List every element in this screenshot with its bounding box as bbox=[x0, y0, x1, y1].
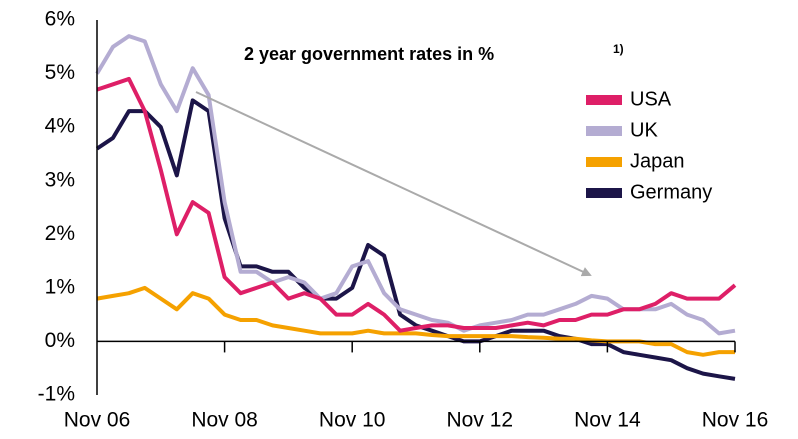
series-line bbox=[96, 76, 737, 333]
x-tick-label: Nov 12 bbox=[447, 409, 514, 432]
title-footnote: 1) bbox=[613, 42, 624, 56]
x-tick-label: Nov 06 bbox=[64, 409, 131, 432]
y-tick-label: 5% bbox=[45, 61, 75, 84]
y-tick-label: 3% bbox=[45, 168, 75, 191]
x-tick-label: Nov 14 bbox=[574, 409, 641, 432]
y-tick-label: 1% bbox=[45, 275, 75, 298]
series-line bbox=[95, 98, 736, 381]
legend-swatch bbox=[586, 188, 622, 198]
trend-arrow bbox=[195, 91, 592, 277]
legend-label: Japan bbox=[630, 150, 685, 172]
y-tick-label: -1% bbox=[38, 383, 75, 406]
y-tick-label: 0% bbox=[45, 329, 75, 352]
legend-label: UK bbox=[630, 119, 658, 141]
y-tick-label: 2% bbox=[45, 222, 75, 245]
x-tick-label: Nov 08 bbox=[191, 409, 258, 432]
x-tick-label: Nov 16 bbox=[702, 409, 769, 432]
y-tick-label: 6% bbox=[45, 8, 75, 31]
y-tick-label: 4% bbox=[45, 115, 75, 138]
legend-swatch bbox=[586, 95, 622, 105]
legend-swatch bbox=[586, 157, 622, 167]
series-line bbox=[96, 285, 735, 357]
legend-swatch bbox=[586, 126, 622, 136]
x-tick-label: Nov 10 bbox=[319, 409, 386, 432]
legend-label: USA bbox=[630, 88, 672, 110]
legend-label: Germany bbox=[630, 181, 712, 203]
chart-title: 2 year government rates in % bbox=[244, 44, 494, 64]
